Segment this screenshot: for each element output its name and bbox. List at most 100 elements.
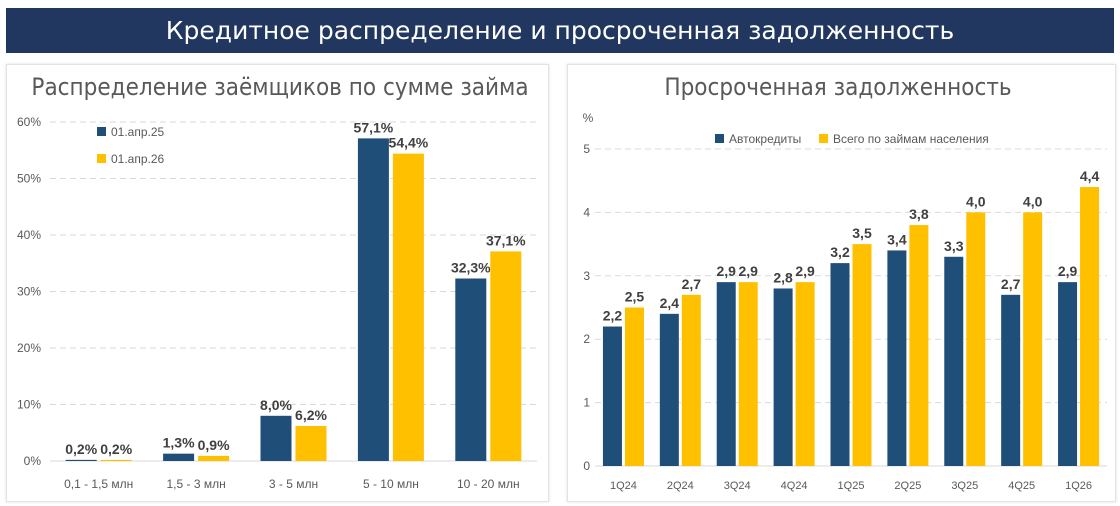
bar-series-1 [716, 282, 736, 466]
y-tick-label: 20% [17, 341, 41, 355]
loan-distribution-chart: Распределение заёмщиков по сумме займа 0… [17, 73, 537, 491]
data-label: 0,9% [198, 437, 230, 453]
bar-series-1 [659, 313, 679, 466]
data-label: 3,5 [852, 225, 872, 241]
legend-label-series-2: Всего по займам населения [833, 132, 989, 146]
y-tick-label: 3 [583, 269, 590, 283]
y-tick-label: 0 [583, 459, 590, 473]
data-label: 2,9 [1058, 263, 1078, 279]
x-tick-label: 10 - 20 млн [457, 477, 520, 491]
x-tick-label: 0,1 - 1,5 млн [64, 477, 133, 491]
y-tick-label: 4 [583, 205, 590, 219]
y-axis-unit: % [583, 111, 594, 125]
x-tick-label: 1Q24 [610, 480, 637, 492]
bar-series-2 [795, 282, 815, 466]
bar-series-1 [1001, 294, 1021, 466]
data-label: 2,4 [660, 295, 680, 311]
bar-series-2 [852, 244, 872, 466]
bar-series-1 [65, 459, 97, 461]
x-tick-label: 3Q24 [724, 480, 751, 492]
data-label: 0,2% [65, 441, 97, 457]
legend-label-series-1: 01.апр.25 [111, 125, 165, 139]
data-label: 2,2 [603, 308, 623, 324]
x-tick-label: 3Q25 [951, 480, 978, 492]
data-label: 4,4 [1080, 168, 1100, 184]
data-label: 1,3% [163, 435, 195, 451]
data-label: 57,1% [354, 119, 394, 135]
data-label: 2,9 [795, 263, 815, 279]
bar-series-2 [909, 225, 929, 466]
chart-title: Просроченная задолженность [664, 73, 1011, 101]
y-tick-label: 5 [583, 142, 590, 156]
overdue-debt-panel: Просроченная задолженность % 0 1 2 3 4 5 2,2 2,… [567, 64, 1116, 502]
bar-series-2 [624, 307, 644, 466]
chart-title: Распределение заёмщиков по сумме займа [31, 73, 528, 101]
data-label: 2,7 [1001, 276, 1021, 292]
data-label: 4,0 [966, 193, 986, 209]
overdue-debt-chart: Просроченная задолженность % 0123452,22,… [583, 73, 1107, 492]
x-tick-label: 2Q24 [667, 480, 694, 492]
bar-series-2 [738, 282, 758, 466]
data-label: 54,4% [389, 135, 429, 151]
bar-series-1 [887, 250, 907, 466]
data-label: 0,2% [100, 441, 132, 457]
data-label: 37,1% [486, 232, 526, 248]
data-label: 8,0% [260, 397, 292, 413]
bar-series-2 [966, 212, 986, 466]
bar-series-1 [455, 278, 487, 461]
bar-series-2 [295, 425, 327, 461]
y-tick-label: 0% [24, 454, 42, 468]
bar-series-1 [1058, 282, 1078, 466]
legend-swatch-series-1 [97, 127, 106, 136]
bar-series-2 [392, 153, 424, 461]
bar-series-1 [773, 288, 793, 466]
legend-label-series-2: 01.апр.26 [111, 152, 165, 166]
data-label: 3,4 [887, 231, 907, 247]
bar-series-1 [602, 326, 622, 466]
data-label: 6,2% [295, 407, 327, 423]
data-label: 3,2 [830, 244, 850, 260]
y-tick-label: 40% [17, 228, 41, 242]
bar-series-2 [198, 455, 230, 461]
bar-series-2 [1080, 187, 1100, 466]
bar-series-1 [944, 256, 964, 466]
legend-swatch-series-1 [715, 134, 724, 143]
x-tick-label: 3 - 5 млн [269, 477, 318, 491]
data-label: 2,7 [682, 276, 702, 292]
bar-series-2 [1023, 212, 1043, 466]
y-tick-label: 50% [17, 172, 41, 186]
x-tick-label: 1Q25 [838, 480, 865, 492]
x-tick-label: 5 - 10 млн [363, 477, 419, 491]
y-tick-label: 60% [17, 115, 41, 129]
legend-swatch-series-2 [819, 134, 828, 143]
bar-series-2 [681, 294, 701, 466]
x-tick-label: 4Q24 [781, 480, 808, 492]
x-tick-label: 4Q25 [1008, 480, 1035, 492]
legend-swatch-series-2 [97, 154, 106, 163]
bar-series-1 [357, 138, 389, 461]
y-tick-label: 10% [17, 398, 41, 412]
x-tick-label: 1,5 - 3 млн [166, 477, 225, 491]
x-tick-label: 1Q26 [1065, 480, 1092, 492]
loan-distribution-panel: Распределение заёмщиков по сумме займа 0… [6, 64, 549, 502]
data-label: 4,0 [1023, 193, 1043, 209]
x-tick-label: 2Q25 [894, 480, 921, 492]
y-tick-label: 1 [583, 396, 590, 410]
bar-series-2 [490, 251, 522, 461]
page-title: Кредитное распределение и просроченная з… [165, 16, 955, 45]
bar-series-1 [163, 453, 195, 461]
data-label: 2,8 [773, 269, 793, 285]
legend-label-series-1: Автокредиты [729, 132, 801, 146]
data-label: 32,3% [451, 260, 491, 276]
page-title-banner: Кредитное распределение и просроченная з… [6, 8, 1114, 53]
data-label: 3,8 [909, 206, 929, 222]
data-label: 3,3 [944, 238, 964, 254]
data-label: 2,9 [716, 263, 736, 279]
bar-series-2 [100, 459, 132, 461]
y-tick-label: 2 [583, 332, 590, 346]
bar-series-1 [260, 415, 292, 461]
y-tick-label: 30% [17, 285, 41, 299]
data-label: 2,9 [738, 263, 758, 279]
data-label: 2,5 [625, 289, 645, 305]
bar-series-1 [830, 263, 850, 466]
